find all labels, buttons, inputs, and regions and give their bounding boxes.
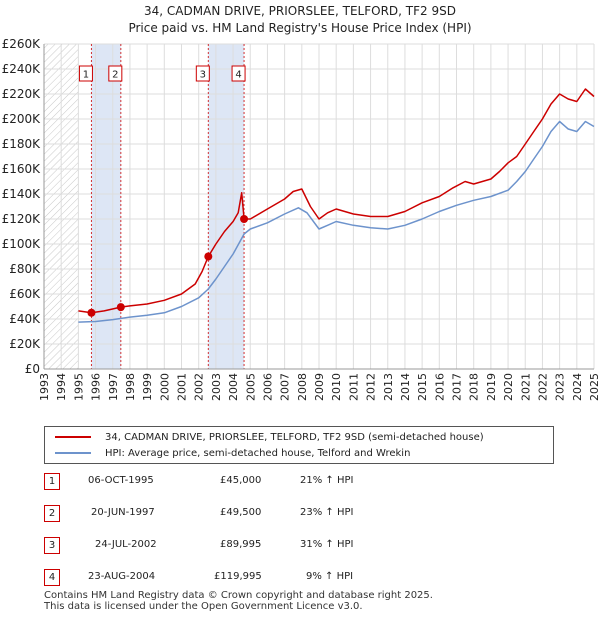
legend-swatch-property [55, 436, 91, 438]
table-row: 1 06-OCT-1995 £45,000 21% ↑ HPI [44, 470, 564, 494]
sale-marker-badge: 1 [44, 473, 60, 490]
sale-point [116, 303, 125, 312]
x-tick-label: 2010 [330, 373, 343, 401]
sale-hpi-diff: 31% ↑ HPI [300, 539, 354, 550]
x-tick-label: 1995 [72, 373, 85, 401]
y-tick-label: £200K [2, 112, 42, 126]
y-tick-label: £100K [2, 237, 42, 251]
sale-hpi-diff: 21% ↑ HPI [300, 475, 354, 486]
chart-subtitle: Price paid vs. HM Land Registry's House … [128, 21, 472, 35]
footer-licence: This data is licensed under the Open Gov… [44, 601, 363, 612]
sale-label-box [108, 65, 123, 82]
sale-label-box [78, 65, 93, 82]
x-tick-label: 2000 [158, 373, 171, 401]
x-tick-label: 2004 [227, 373, 240, 401]
x-tick-label: 2017 [451, 373, 464, 401]
x-tick-label: 1994 [55, 373, 68, 401]
sale-point [240, 215, 249, 224]
x-tick-label: 2023 [554, 373, 567, 401]
y-tick-label: £220K [2, 87, 42, 101]
x-tick-label: 2011 [347, 373, 360, 401]
sale-point [87, 308, 96, 317]
x-tick-label: 2006 [261, 373, 274, 401]
x-tick-label: 2022 [536, 373, 549, 401]
y-tick-label: £180K [2, 137, 42, 151]
x-tick-label: 2003 [210, 373, 223, 401]
y-tick-label: £240K [2, 62, 42, 76]
y-tick-label: £160K [2, 162, 42, 176]
x-tick-label: 2021 [519, 373, 532, 401]
sale-price: £45,000 [220, 475, 262, 486]
x-tick-label: 1993 [38, 373, 51, 401]
hpi-line [78, 120, 595, 323]
y-tick-label: £60K [9, 287, 41, 301]
x-tick-label: 2002 [193, 373, 206, 401]
x-tick-label: 1999 [141, 373, 154, 401]
legend-item-property: 34, CADMAN DRIVE, PRIORSLEE, TELFORD, TF… [55, 429, 484, 445]
sale-label-number: 3 [200, 70, 206, 81]
sale-label-number: 1 [83, 70, 89, 81]
legend: 34, CADMAN DRIVE, PRIORSLEE, TELFORD, TF… [44, 426, 554, 464]
sale-price: £119,995 [214, 571, 262, 582]
sale-date: 23-AUG-2004 [88, 571, 156, 582]
price-chart: £0 £20K £40K £60K £80K £100K £120K £140K £160K £1… [2, 37, 600, 401]
x-tick-label: 2008 [296, 373, 309, 401]
sale-label-box [231, 65, 246, 82]
sale-marker-badge: 2 [44, 505, 60, 522]
x-tick-label: 2015 [416, 373, 429, 401]
y-tick-label: £140K [2, 187, 42, 201]
y-tick-label: £40K [9, 312, 41, 326]
table-row: 2 20-JUN-1997 £49,500 23% ↑ HPI [44, 502, 564, 526]
sale-hpi-diff: 23% ↑ HPI [300, 507, 354, 518]
table-row: 3 24-JUL-2002 £89,995 31% ↑ HPI [44, 534, 564, 558]
x-tick-label: 2013 [382, 373, 395, 401]
table-row: 4 23-AUG-2004 £119,995 9% ↑ HPI [44, 566, 564, 590]
y-tick-label: £260K [2, 37, 42, 51]
x-tick-label: 2020 [502, 373, 515, 401]
sale-marker-badge: 4 [44, 569, 60, 586]
legend-label-hpi: HPI: Average price, semi-detached house,… [105, 447, 411, 459]
sale-price: £89,995 [220, 539, 262, 550]
x-tick-label: 2025 [588, 373, 600, 401]
x-tick-label: 2014 [399, 373, 412, 401]
sale-date: 24-JUL-2002 [95, 539, 157, 550]
property-price-line [78, 88, 595, 314]
sale-date: 20-JUN-1997 [91, 507, 155, 518]
y-tick-label: £0 [25, 362, 40, 376]
footer-copyright: Contains HM Land Registry data © Crown c… [44, 590, 433, 601]
sale-marker-badge: 3 [44, 537, 60, 554]
sale-label-number: 2 [112, 70, 118, 81]
shaded-period [91, 44, 121, 369]
legend-item-hpi: HPI: Average price, semi-detached house,… [55, 445, 410, 461]
x-tick-label: 2009 [313, 373, 326, 401]
sale-label-box [195, 65, 210, 82]
x-tick-label: 2001 [176, 373, 189, 401]
y-tick-label: £20K [9, 337, 41, 351]
chart-title: 34, CADMAN DRIVE, PRIORSLEE, TELFORD, TF… [144, 4, 456, 18]
x-tick-label: 2019 [485, 373, 498, 401]
x-tick-label: 1996 [90, 373, 103, 401]
x-tick-label: 1997 [107, 373, 120, 401]
x-tick-label: 2012 [365, 373, 378, 401]
x-tick-label: 2016 [433, 373, 446, 401]
sale-date: 06-OCT-1995 [88, 475, 154, 486]
legend-swatch-hpi [55, 452, 91, 454]
x-tick-label: 1998 [124, 373, 137, 401]
x-tick-label: 2018 [468, 373, 481, 401]
legend-label-property: 34, CADMAN DRIVE, PRIORSLEE, TELFORD, TF… [105, 431, 484, 443]
x-tick-label: 2024 [571, 373, 584, 401]
y-tick-label: £80K [9, 262, 41, 276]
sale-point [204, 252, 213, 261]
x-tick-label: 2007 [279, 373, 292, 401]
x-tick-label: 2005 [244, 373, 257, 401]
y-tick-label: £120K [2, 212, 42, 226]
shaded-period [208, 44, 245, 369]
sale-label-number: 4 [235, 70, 241, 81]
sale-hpi-diff: 9% ↑ HPI [306, 571, 354, 582]
sale-price: £49,500 [220, 507, 262, 518]
